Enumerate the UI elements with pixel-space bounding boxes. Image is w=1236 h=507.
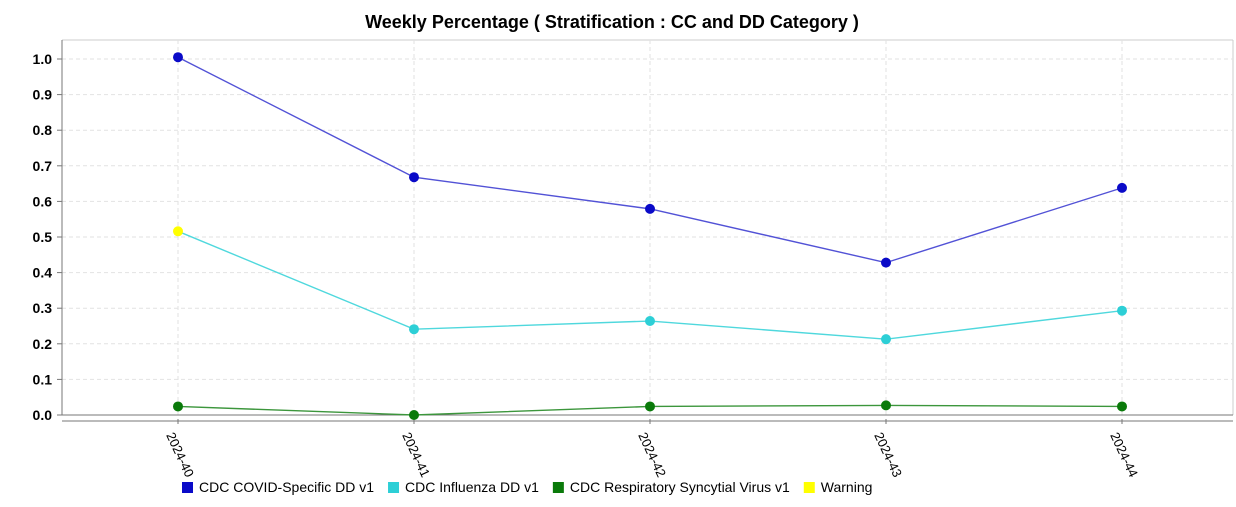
x-tick-label: 2024-42 <box>635 430 669 480</box>
y-tick-label: 0.2 <box>33 336 53 352</box>
legend-swatch <box>803 482 815 493</box>
x-tick-label: 2024-44 <box>1107 430 1141 480</box>
y-tick-label: 0.9 <box>33 87 53 103</box>
data-point <box>1117 182 1127 193</box>
x-tick-label: 2024-40 <box>163 430 197 480</box>
legend-label: Warning <box>821 479 873 495</box>
series-layer <box>173 52 1127 420</box>
y-tick-label: 0.3 <box>33 300 53 316</box>
y-tick-label: 0.4 <box>33 265 53 281</box>
data-point <box>409 172 419 183</box>
legend-swatch <box>552 482 564 493</box>
legend-swatch <box>182 482 193 493</box>
data-point <box>645 401 655 412</box>
data-point <box>409 324 419 335</box>
legend: CDC COVID-Specific DD v1 CDC Influenza DD… <box>182 479 872 495</box>
legend-label: CDC Influenza DD v1 <box>405 479 539 495</box>
data-point <box>173 52 183 63</box>
x-tick-label: 2024-41 <box>399 430 433 480</box>
y-tick-label: 0.7 <box>33 158 53 174</box>
y-tick-label: 0.0 <box>33 407 53 423</box>
data-point <box>409 410 419 420</box>
data-point <box>1117 401 1127 412</box>
y-tick-label: 0.8 <box>33 122 53 138</box>
y-tick-label: 0.1 <box>33 371 53 387</box>
data-point <box>645 316 655 327</box>
x-tick-label: 2024-43 <box>871 430 905 480</box>
data-point <box>881 334 891 345</box>
legend-label: CDC Respiratory Syncytial Virus v1 <box>570 479 790 495</box>
y-tick-label: 1.0 <box>33 51 53 67</box>
data-point <box>881 400 891 411</box>
grid-lines <box>62 39 1234 415</box>
axes: 0.0 0.1 0.2 0.3 0.4 0.5 0.6 0.7 0.8 0.9 1.0 2024-40… <box>33 40 1233 480</box>
data-point <box>881 257 891 268</box>
y-tick-label: 0.6 <box>33 193 53 209</box>
data-point <box>1117 305 1127 316</box>
chart-title: Weekly Percentage ( Stratification : CC … <box>365 12 859 32</box>
data-point <box>645 203 655 214</box>
y-tick-label: 0.5 <box>33 229 53 245</box>
legend-label: CDC COVID-Specific DD v1 <box>199 479 374 495</box>
legend-swatch <box>388 482 400 493</box>
data-point <box>173 401 183 412</box>
warning-point <box>173 226 183 237</box>
